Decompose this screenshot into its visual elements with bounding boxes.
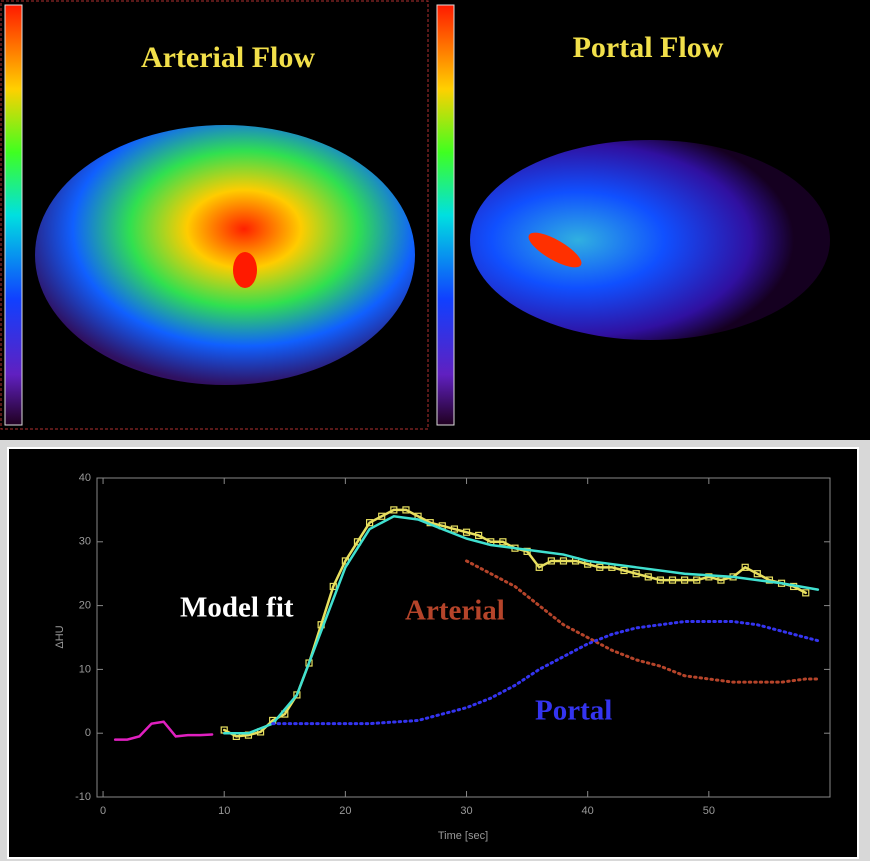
image-panels: Arterial Flow Portal Flow bbox=[0, 0, 870, 440]
liver-image bbox=[470, 140, 830, 340]
annotation: Arterial bbox=[405, 595, 505, 627]
x-tick-label: 20 bbox=[339, 805, 351, 817]
data-point bbox=[741, 563, 749, 571]
data-point bbox=[559, 557, 568, 565]
chart: ΔHU Time [sec] Model fit Arterial Portal… bbox=[0, 440, 870, 861]
x-tick-label: 0 bbox=[100, 805, 106, 817]
data-point bbox=[705, 573, 713, 581]
plot-frame bbox=[96, 477, 831, 798]
series-line bbox=[113, 720, 214, 741]
data-point bbox=[366, 519, 374, 527]
y-tick-label: 40 bbox=[79, 472, 91, 484]
data-point bbox=[632, 570, 640, 578]
x-tick-label: 40 bbox=[582, 805, 594, 817]
y-tick-label: 10 bbox=[79, 663, 91, 675]
data-point bbox=[462, 528, 471, 536]
x-tick-label: 10 bbox=[218, 805, 230, 817]
annotation: Model fit bbox=[180, 592, 294, 624]
x-tick-label: 50 bbox=[703, 805, 715, 817]
data-point bbox=[644, 573, 652, 581]
data-point bbox=[402, 506, 410, 514]
x-axis-label: Time [sec] bbox=[438, 830, 488, 842]
colorbar bbox=[436, 4, 455, 426]
y-tick-label: 0 bbox=[85, 727, 91, 739]
data-point bbox=[547, 557, 555, 565]
data-point bbox=[390, 506, 398, 514]
series-line bbox=[465, 559, 820, 684]
liver-image bbox=[35, 125, 415, 385]
colorbar bbox=[4, 4, 23, 426]
vessel bbox=[528, 232, 582, 268]
image-title: Arterial Flow bbox=[141, 41, 315, 74]
data-point bbox=[450, 525, 459, 533]
data-point bbox=[620, 566, 628, 575]
data-point bbox=[656, 576, 664, 584]
data-point bbox=[378, 512, 386, 520]
data-point bbox=[499, 538, 507, 546]
data-point bbox=[693, 576, 701, 584]
x-tick-label: 30 bbox=[460, 805, 472, 817]
data-point bbox=[475, 531, 483, 540]
data-point bbox=[329, 582, 337, 591]
data-point bbox=[681, 576, 689, 584]
y-tick-label: -10 bbox=[75, 791, 91, 803]
series-line bbox=[271, 620, 820, 726]
y-axis-label: ΔHU bbox=[54, 625, 66, 648]
annotation: Portal bbox=[535, 695, 612, 727]
image-title: Portal Flow bbox=[573, 31, 724, 64]
y-tick-label: 30 bbox=[79, 536, 91, 548]
chart-background bbox=[7, 447, 859, 859]
vessel bbox=[233, 252, 257, 288]
panel-border bbox=[0, 0, 429, 430]
data-point bbox=[596, 563, 604, 571]
data-point bbox=[535, 563, 543, 571]
series-line bbox=[222, 514, 820, 735]
data-point bbox=[802, 589, 810, 597]
y-tick-label: 20 bbox=[79, 600, 91, 612]
data-point bbox=[668, 576, 677, 584]
data-point bbox=[753, 570, 761, 578]
